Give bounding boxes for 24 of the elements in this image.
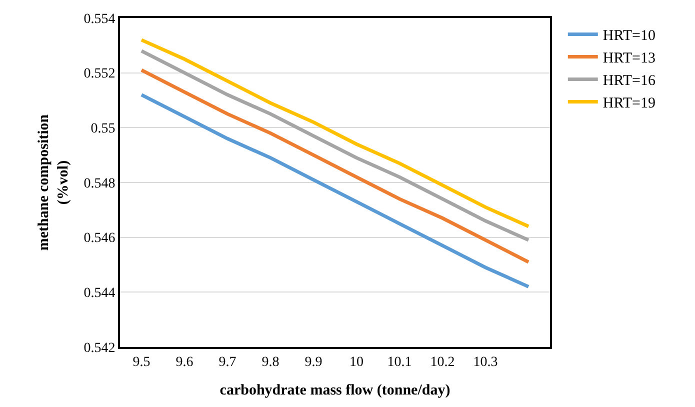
y-tick-label: 0.546	[84, 231, 116, 246]
x-tick-label: 10.3	[473, 354, 498, 370]
x-axis-title: carbohydrate mass flow (tonne/day)	[220, 382, 450, 398]
x-tick-label: 9.9	[304, 354, 322, 370]
x-tick-label: 9.6	[176, 354, 194, 370]
y-tick-label: 0.542	[84, 340, 116, 356]
y-tick-label: 0.544	[84, 286, 116, 302]
x-tick-label: 10	[350, 354, 364, 370]
y-tick-label: 0.548	[84, 176, 116, 192]
legend-label: HRT=16	[602, 73, 656, 90]
legend-label: HRT=10	[602, 28, 656, 44]
x-tick-label: 10.2	[430, 354, 455, 370]
legend-label: HRT=19	[602, 96, 656, 112]
y-tick-label: 0.552	[84, 66, 116, 82]
x-tick-label: 10.1	[387, 354, 412, 370]
line-series	[140, 93, 530, 288]
x-tick-label: 9.8	[262, 354, 280, 370]
legend-label: HRT=13	[602, 50, 656, 67]
x-tick-label: 9.7	[218, 354, 236, 370]
y-tick-label: 0.554	[84, 12, 116, 27]
line-series	[140, 68, 530, 264]
x-tick-label: 9.5	[132, 354, 150, 370]
y-axis-title: methane composition (%vol)	[36, 114, 72, 251]
y-tick-label: 0.55	[90, 122, 116, 137]
